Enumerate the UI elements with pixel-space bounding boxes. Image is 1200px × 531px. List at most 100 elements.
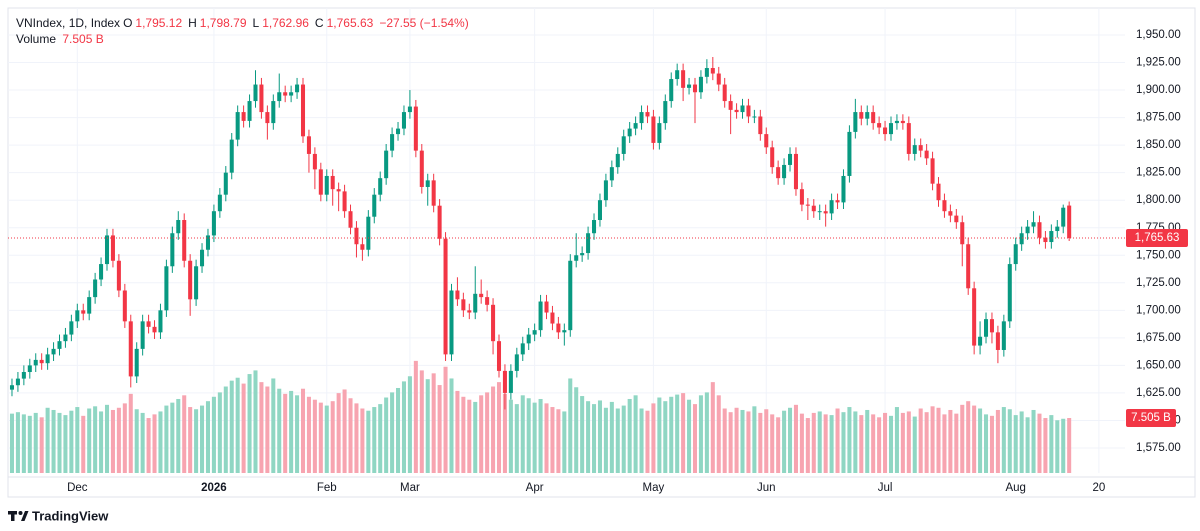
candle-body <box>758 116 763 135</box>
volume-bar <box>366 410 371 473</box>
candle-body <box>217 194 222 212</box>
candle-body <box>87 297 92 314</box>
volume-bar <box>229 380 234 473</box>
volume-bar <box>306 396 311 473</box>
candle-body <box>271 101 276 124</box>
ohlc-value: 1,762.96 <box>262 16 309 30</box>
candle-body <box>188 260 193 300</box>
candle-body <box>710 68 715 74</box>
x-tick-label: Jul <box>878 482 893 494</box>
volume-bar <box>645 410 650 473</box>
volume-bar <box>69 410 74 473</box>
ohlc-key: C <box>314 16 324 30</box>
volume-bar <box>390 392 395 473</box>
candle-body <box>158 310 163 333</box>
volume-bar <box>455 390 460 473</box>
volume-bar <box>633 395 638 473</box>
candle-body <box>675 70 680 80</box>
volume-bar <box>75 407 80 473</box>
volume-bar <box>627 398 632 473</box>
candle-body <box>342 191 347 212</box>
candle-body <box>752 116 757 118</box>
volume-bar <box>615 408 620 473</box>
volume-bar <box>158 411 163 473</box>
candle-body <box>960 222 965 245</box>
volume-bar <box>491 386 496 473</box>
candle-body <box>146 321 151 327</box>
candle-body <box>51 348 56 355</box>
candle-body <box>865 112 870 119</box>
y-tick-label: 1,675.00 <box>1136 332 1181 344</box>
candle-body <box>265 112 270 124</box>
change-value: −27.55 (−1.54%) <box>379 16 469 30</box>
volume-bar <box>663 401 668 473</box>
candle-body <box>461 299 466 311</box>
y-tick-label: 1,650.00 <box>1136 359 1181 371</box>
volume-bar <box>170 402 175 473</box>
brand-logo <box>8 511 29 521</box>
candle-body <box>556 323 561 333</box>
candle-body <box>698 76 703 93</box>
candle-body <box>877 123 882 128</box>
candle-body <box>300 84 306 137</box>
candle-body <box>182 220 187 261</box>
volume-bar <box>300 388 306 473</box>
volume-bar <box>580 396 585 473</box>
candle-body <box>479 293 484 298</box>
volume-bar <box>461 396 466 473</box>
candle-body <box>853 112 858 132</box>
volume-bar <box>514 404 519 473</box>
candle-body <box>639 112 644 124</box>
volume-bar <box>906 411 911 473</box>
volume-bar <box>396 387 401 473</box>
candle-body <box>93 279 98 298</box>
volume-bar <box>538 398 543 473</box>
candle-body <box>384 150 389 179</box>
volume-bar <box>21 414 26 473</box>
volume-bar <box>360 408 365 473</box>
candle-body <box>75 310 80 322</box>
volume-bar <box>984 414 989 473</box>
price-tag-bg <box>1126 229 1188 248</box>
volume-bar <box>57 412 62 473</box>
candle-body <box>508 370 513 393</box>
candle-body <box>283 92 288 96</box>
volume-bar <box>657 397 662 473</box>
candle-body <box>306 136 311 154</box>
volume-bar <box>681 393 686 473</box>
candle-body <box>918 145 923 151</box>
volume-bar <box>829 415 834 473</box>
candle-body <box>259 84 264 113</box>
volume-bar <box>972 405 977 473</box>
volume-bar <box>146 418 151 473</box>
candle-body <box>811 205 816 212</box>
volume-bar <box>271 378 276 473</box>
candle-body <box>805 204 810 206</box>
volume-bar <box>912 416 917 473</box>
volume-bar <box>722 408 727 473</box>
candle-body <box>615 153 620 168</box>
volume-bar <box>485 392 490 473</box>
symbol: VNIndex, 1D, Index <box>16 16 121 30</box>
candle-body <box>176 220 181 234</box>
volume-bar <box>823 414 828 473</box>
price-tag: 1,765.63 <box>1135 232 1180 244</box>
volume-bar <box>853 411 858 473</box>
volume-bar <box>805 418 810 473</box>
x-tick-label: Feb <box>317 482 337 494</box>
candle-body <box>782 164 787 179</box>
candle-body <box>621 136 626 154</box>
candle-body <box>532 330 537 335</box>
volume-bar <box>746 411 751 473</box>
volume-bar <box>1049 415 1054 473</box>
candle-body <box>407 106 412 113</box>
candle-body <box>788 153 793 165</box>
ohlc-value: 1,798.79 <box>199 16 247 30</box>
volume-bar <box>995 409 1000 473</box>
volume-bar <box>883 412 888 473</box>
ohlc-key: L <box>252 16 260 30</box>
candle-body <box>740 105 745 113</box>
candle-body <box>1037 222 1042 238</box>
